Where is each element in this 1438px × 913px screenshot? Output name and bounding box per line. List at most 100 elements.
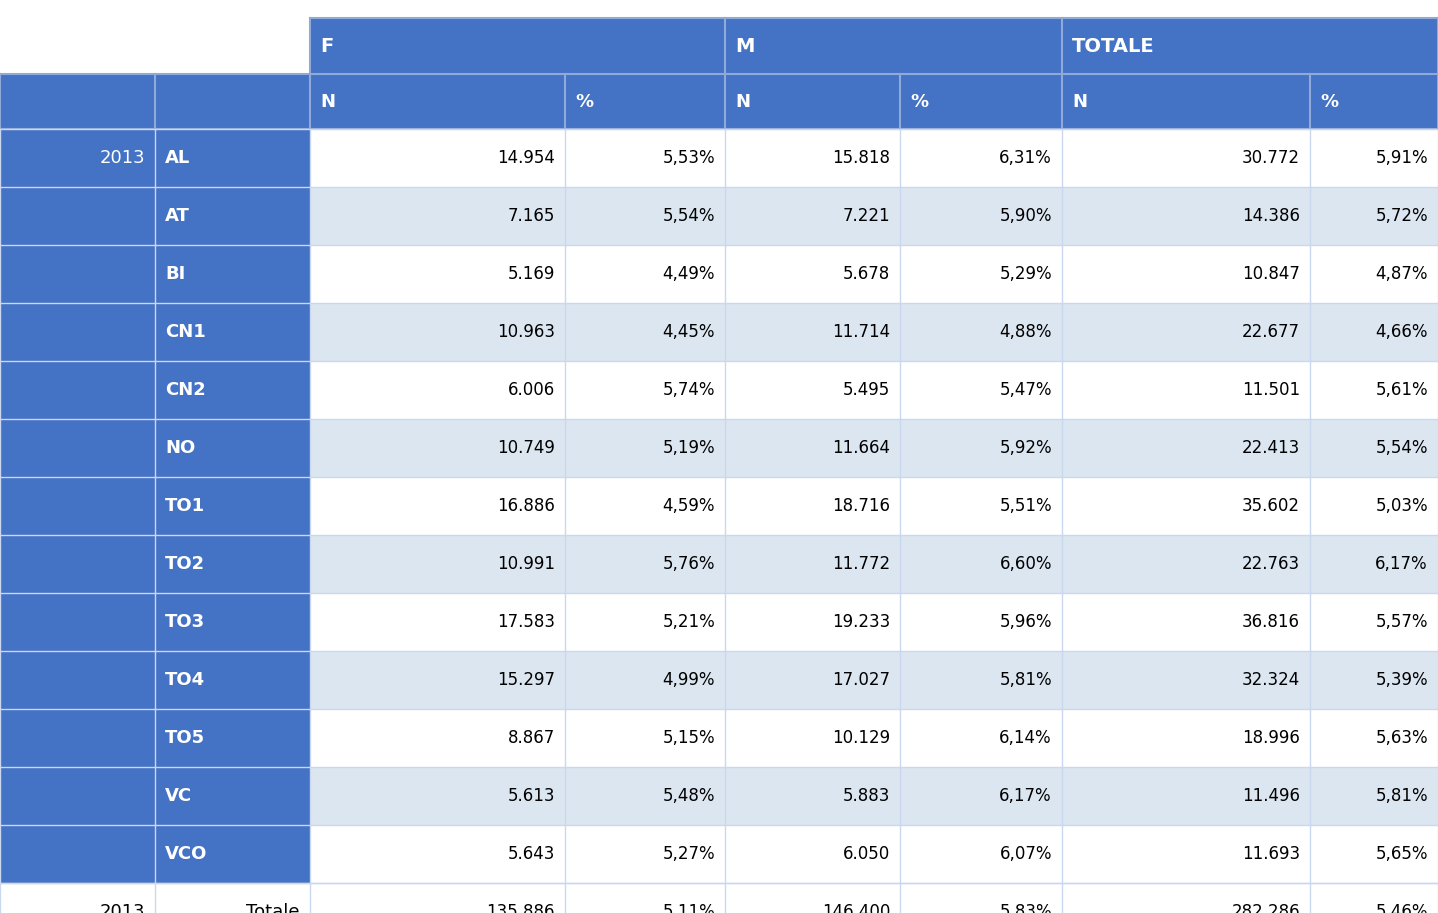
Bar <box>725 129 900 187</box>
Text: 6.050: 6.050 <box>843 845 890 863</box>
Text: CN1: CN1 <box>165 323 206 341</box>
Bar <box>900 129 1063 187</box>
Text: 18.996: 18.996 <box>1242 729 1300 747</box>
Text: 11.496: 11.496 <box>1242 787 1300 805</box>
Bar <box>155 709 311 767</box>
Text: 6.006: 6.006 <box>508 381 555 399</box>
Bar <box>311 187 565 245</box>
Text: 14.954: 14.954 <box>498 149 555 167</box>
Bar <box>0 18 311 74</box>
Text: 5,29%: 5,29% <box>999 265 1053 283</box>
Text: 18.716: 18.716 <box>833 497 890 515</box>
Text: 16.886: 16.886 <box>498 497 555 515</box>
Bar <box>725 419 900 477</box>
Bar <box>1310 419 1438 477</box>
Bar <box>565 477 725 535</box>
Bar <box>1063 709 1310 767</box>
Bar <box>565 883 725 913</box>
Bar <box>1310 651 1438 709</box>
Text: Totale: Totale <box>246 903 301 913</box>
Bar <box>565 74 725 129</box>
Text: %: % <box>575 92 592 110</box>
Bar <box>725 709 900 767</box>
Text: 5,47%: 5,47% <box>999 381 1053 399</box>
Text: 5,54%: 5,54% <box>663 207 715 225</box>
Text: N: N <box>735 92 751 110</box>
Bar <box>565 767 725 825</box>
Text: 5,63%: 5,63% <box>1375 729 1428 747</box>
Bar <box>900 187 1063 245</box>
Text: 5,91%: 5,91% <box>1375 149 1428 167</box>
Bar <box>725 187 900 245</box>
Bar <box>155 419 311 477</box>
Text: 5,39%: 5,39% <box>1375 671 1428 689</box>
Bar <box>1063 535 1310 593</box>
Bar <box>311 535 565 593</box>
Bar <box>311 18 725 74</box>
Text: 7.165: 7.165 <box>508 207 555 225</box>
Text: 36.816: 36.816 <box>1242 613 1300 631</box>
Bar <box>0 477 155 535</box>
Bar <box>1063 825 1310 883</box>
Bar <box>725 18 1063 74</box>
Bar <box>565 419 725 477</box>
Text: 146.400: 146.400 <box>821 903 890 913</box>
Bar <box>1310 535 1438 593</box>
Bar <box>725 361 900 419</box>
Bar <box>1063 593 1310 651</box>
Text: 22.763: 22.763 <box>1242 555 1300 573</box>
Bar <box>1310 593 1438 651</box>
Text: TO5: TO5 <box>165 729 206 747</box>
Text: 2013: 2013 <box>99 149 145 167</box>
Text: AT: AT <box>165 207 190 225</box>
Bar <box>311 477 565 535</box>
Text: %: % <box>1320 92 1339 110</box>
Bar <box>0 187 155 245</box>
Text: 5,27%: 5,27% <box>663 845 715 863</box>
Text: 5,03%: 5,03% <box>1375 497 1428 515</box>
Text: 5,76%: 5,76% <box>663 555 715 573</box>
Text: 5,96%: 5,96% <box>999 613 1053 631</box>
Text: 4,87%: 4,87% <box>1376 265 1428 283</box>
Bar <box>900 593 1063 651</box>
Bar <box>900 825 1063 883</box>
Text: CN2: CN2 <box>165 381 206 399</box>
Bar <box>0 825 155 883</box>
Bar <box>565 303 725 361</box>
Bar <box>1063 651 1310 709</box>
Bar <box>311 651 565 709</box>
Bar <box>0 709 155 767</box>
Text: 30.772: 30.772 <box>1242 149 1300 167</box>
Bar <box>900 767 1063 825</box>
Text: 17.583: 17.583 <box>498 613 555 631</box>
Bar <box>1063 419 1310 477</box>
Text: 22.677: 22.677 <box>1242 323 1300 341</box>
Text: 5,15%: 5,15% <box>663 729 715 747</box>
Text: 5,92%: 5,92% <box>999 439 1053 457</box>
Bar <box>565 129 725 187</box>
Text: TOTALE: TOTALE <box>1071 37 1155 56</box>
Text: TO3: TO3 <box>165 613 206 631</box>
Text: 10.991: 10.991 <box>498 555 555 573</box>
Bar <box>0 535 155 593</box>
Text: N: N <box>321 92 335 110</box>
Text: 5,90%: 5,90% <box>999 207 1053 225</box>
Bar <box>1063 361 1310 419</box>
Bar <box>1063 767 1310 825</box>
Bar <box>155 883 311 913</box>
Bar <box>1310 74 1438 129</box>
Bar <box>725 74 900 129</box>
Bar <box>1310 245 1438 303</box>
Bar <box>565 187 725 245</box>
Bar <box>1063 18 1438 74</box>
Text: 135.886: 135.886 <box>486 903 555 913</box>
Text: F: F <box>321 37 334 56</box>
Text: TO4: TO4 <box>165 671 206 689</box>
Text: 5,74%: 5,74% <box>663 381 715 399</box>
Text: 6,60%: 6,60% <box>999 555 1053 573</box>
Bar <box>900 651 1063 709</box>
Text: 5,57%: 5,57% <box>1376 613 1428 631</box>
Text: 5,81%: 5,81% <box>1375 787 1428 805</box>
Text: 6,14%: 6,14% <box>999 729 1053 747</box>
Bar <box>311 419 565 477</box>
